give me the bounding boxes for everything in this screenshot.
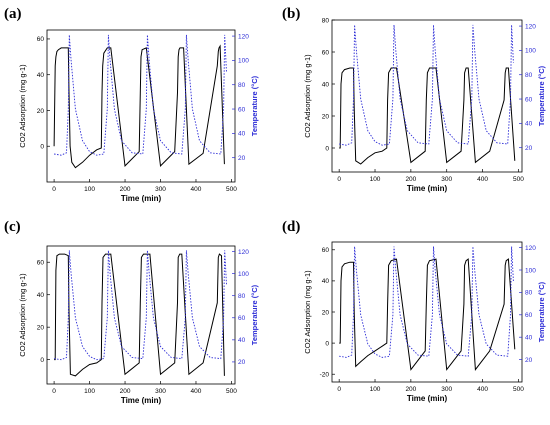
y2-tick-label: 60 [525,96,533,103]
chart-panel-1: (a) 0 100 200 300 400 500 0 20 40 60 20 40 60 80 100 120… [4,6,259,203]
adsorption-line [53,44,225,169]
x-tick-label: 500 [226,388,237,395]
y-tick-label: 20 [37,324,45,331]
x-axis-label: Time (min) [407,394,448,403]
y2-axis-label: Temperature (°C) [250,284,259,345]
chart-panel-4: (d) 0 100 200 300 400 500 -20 0 20 40 60 20 40 60 80 100… [282,219,546,403]
y-tick-label: 0 [40,357,44,364]
y-tick-label: 20 [322,309,330,316]
y2-tick-label: 120 [238,33,249,40]
y2-tick-label: 20 [525,357,533,364]
y2-tick-label: 40 [238,131,246,138]
y2-tick-label: 60 [238,106,246,113]
y-tick-label: 0 [325,145,329,152]
y2-tick-label: 100 [525,48,536,55]
y2-tick-label: 80 [525,290,533,297]
x-axis-label: Time (min) [121,194,162,203]
y-axis-label: CO2 Adsorption (mg g-1) [303,270,312,354]
temperature-line [339,246,514,358]
adsorption-line [339,258,516,371]
y-axis-label: CO2 Adsorption (mg g-1) [18,64,27,148]
y2-tick-label: 100 [238,271,249,278]
y2-tick-label: 40 [525,121,533,128]
y-tick-label: 40 [37,72,45,79]
x-tick-label: 100 [84,388,95,395]
x-tick-label: 400 [191,388,202,395]
x-tick-label: 200 [120,186,131,193]
plot-frame [46,29,236,183]
y-tick-label: 60 [37,260,45,267]
y2-tick-label: 80 [238,82,246,89]
adsorption-line [54,253,225,377]
y-axis-label: CO2 Adsorption (mg g-1) [303,54,312,138]
x-tick-label: 400 [191,186,202,193]
x-tick-label: 300 [441,176,452,183]
y2-tick-label: 100 [238,58,249,65]
y-tick-label: 60 [322,49,330,56]
x-tick-label: 500 [513,176,524,183]
y2-tick-label: 20 [238,155,246,162]
x-tick-label: 0 [52,186,56,193]
y2-tick-label: 20 [525,145,533,152]
x-tick-label: 100 [370,386,381,393]
x-tick-label: 500 [513,386,524,393]
chart-panel-2: (b) 0 100 200 300 400 500 0 20 40 60 80 20 40 60 80 100 1… [282,6,546,193]
x-tick-label: 200 [405,386,416,393]
x-axis-label: Time (min) [121,396,162,405]
panel-label: (c) [4,219,21,235]
plot-frame [331,19,523,173]
y2-axis-label: Temperature (°C) [537,281,546,342]
y2-tick-label: 60 [238,315,246,322]
y2-tick-label: 40 [525,335,533,342]
y-tick-label: 0 [325,340,329,347]
x-tick-label: 0 [52,388,56,395]
y2-tick-label: 40 [238,337,246,344]
plot-frame [46,245,236,385]
y2-tick-label: 20 [238,359,246,366]
y2-tick-label: 80 [525,72,533,79]
y2-axis-label: Temperature (°C) [537,65,546,126]
x-axis-label: Time (min) [407,184,448,193]
y-tick-label: 40 [37,292,45,299]
x-tick-label: 300 [441,386,452,393]
x-tick-label: 400 [477,386,488,393]
y2-tick-label: 120 [525,23,536,30]
y-tick-label: 60 [322,247,330,254]
y2-tick-label: 60 [525,312,533,319]
panel-label: (a) [4,6,22,22]
y2-axis-label: Temperature (°C) [250,75,259,136]
y-axis-label: CO2 Adsorption (mg g-1) [18,273,27,357]
panel-label: (b) [282,6,300,22]
x-tick-label: 100 [84,186,95,193]
x-tick-label: 300 [155,388,166,395]
y-tick-label: 80 [322,17,330,24]
x-tick-label: 200 [120,388,131,395]
y2-tick-label: 100 [525,267,536,274]
x-tick-label: 100 [370,176,381,183]
y2-tick-label: 120 [238,249,249,256]
x-tick-label: 400 [477,176,488,183]
x-tick-label: 300 [155,186,166,193]
y-tick-label: -20 [320,372,330,379]
y-tick-label: 60 [37,36,45,43]
x-tick-label: 0 [337,386,341,393]
adsorption-line [339,67,516,165]
panel-label: (d) [282,219,300,235]
y-tick-label: 20 [37,108,45,115]
chart-panel-3: (c) 0 100 200 300 400 500 0 20 40 60 20 40 60 80 100 120… [4,219,259,405]
y-tick-label: 20 [322,113,330,120]
temperature-line [339,24,514,146]
y-tick-label: 40 [322,278,330,285]
temperature-line [54,34,227,156]
x-tick-label: 0 [337,176,341,183]
y2-tick-label: 80 [238,293,246,300]
y-tick-label: 40 [322,81,330,88]
y2-tick-label: 120 [525,245,536,252]
x-tick-label: 500 [226,186,237,193]
y-tick-label: 0 [40,144,44,151]
x-tick-label: 200 [405,176,416,183]
